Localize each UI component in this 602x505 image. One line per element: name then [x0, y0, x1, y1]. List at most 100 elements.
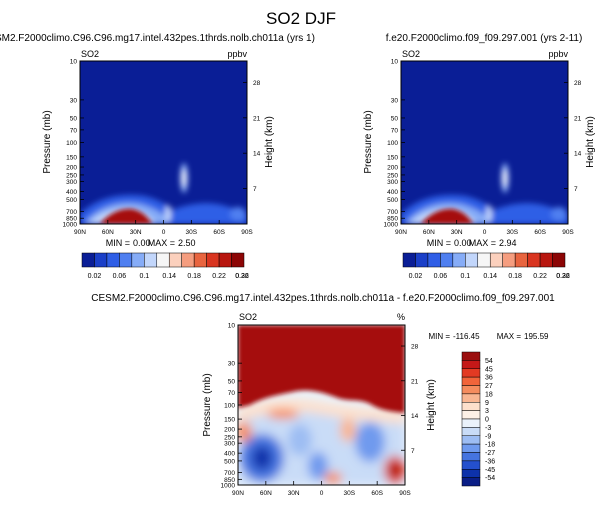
y-tick-label: 200: [66, 165, 77, 172]
panel-1-colorbar: 0.02 0.06 0.1 0.14 0.18 0.22 0.260.32: [81, 252, 249, 280]
y-tick-label: 70: [70, 127, 78, 134]
panel-1-maximum-region: [100, 208, 152, 224]
y-tick-label: 50: [70, 115, 78, 122]
panel-2-variable: SO2: [402, 49, 420, 59]
y-tick-label: 100: [387, 140, 398, 147]
panel-3-field: [238, 325, 405, 485]
x-tick-label: 90N: [395, 229, 407, 236]
panel-2-colorbar: 0.02 0.06 0.1 0.14 0.18 0.22 0.260.32: [402, 252, 570, 280]
panel-model-1: CESM2.F2000climo.C96.C96.mg17.intel.432p…: [0, 33, 315, 280]
y-tick-label: 150: [387, 154, 398, 161]
panel-1-background: [80, 61, 247, 224]
colorbar-swatch: [502, 252, 516, 268]
x-tick-label: 90S: [241, 229, 253, 236]
colorbar-swatch: [168, 252, 182, 268]
colorbar-swatch: [461, 443, 481, 453]
height-tick-label: 14: [574, 151, 582, 158]
colorbar-swatch: [427, 252, 441, 268]
figure-title: SO2 DJF: [266, 9, 336, 28]
x-tick-label: 90N: [74, 229, 86, 236]
height-tick-label: 7: [253, 186, 257, 193]
y-tick-label: 300: [66, 179, 77, 186]
colorbar-swatch: [81, 252, 95, 268]
colorbar-label: 0.02: [409, 273, 423, 280]
x-tick-label: 0: [483, 229, 487, 236]
x-tick-label: 0: [162, 229, 166, 236]
height-tick-label: 28: [411, 344, 419, 351]
panel-3-units: %: [397, 312, 405, 322]
y-tick-label: 50: [228, 378, 236, 385]
y-tick-label: 500: [66, 197, 77, 204]
colorbar-label: 0.18: [508, 273, 522, 280]
y-tick-label: 100: [224, 403, 235, 410]
panel-2-min-value: 0.00: [454, 238, 472, 248]
panel-2-axes: 1030507010015020025030040050070085010009…: [384, 59, 582, 237]
y-tick-label: 400: [387, 189, 398, 196]
colorbar-label: -36: [485, 458, 495, 465]
y-tick-label: 50: [391, 115, 399, 122]
colorbar-swatch: [527, 252, 541, 268]
colorbar-label: 54: [485, 358, 493, 365]
colorbar-label: 0.06: [434, 273, 448, 280]
colorbar-swatch: [461, 435, 481, 445]
y-tick-label: 250: [66, 172, 77, 179]
x-tick-label: 30S: [507, 229, 519, 236]
x-tick-label: 30N: [288, 490, 300, 497]
colorbar-label: 0.18: [187, 273, 201, 280]
colorbar-swatch: [465, 252, 479, 268]
x-tick-label: 60N: [423, 229, 435, 236]
panel-3-min-value: -116.45: [453, 332, 480, 341]
y-tick-label: 700: [66, 209, 77, 216]
colorbar-swatch: [94, 252, 108, 268]
panel-1-field: [80, 61, 247, 224]
colorbar-label: -9: [485, 433, 491, 440]
colorbar-label: 0.1: [139, 273, 149, 280]
colorbar-swatch: [119, 252, 133, 268]
panel-3-variable: SO2: [239, 312, 257, 322]
colorbar-swatch: [552, 252, 566, 268]
y-tick-label: 150: [66, 154, 77, 161]
colorbar-swatch: [131, 252, 145, 268]
colorbar-swatch: [156, 252, 170, 268]
colorbar-swatch: [461, 452, 481, 462]
y-tick-label: 850: [66, 216, 77, 223]
y-tick-label: 300: [224, 441, 235, 448]
colorbar-label: 18: [485, 391, 493, 398]
panel-3-lower-pattern: [238, 399, 405, 485]
colorbar-label: -27: [485, 450, 495, 457]
y-tick-label: 850: [224, 477, 235, 484]
colorbar-swatch: [415, 252, 429, 268]
colorbar-swatch: [514, 252, 528, 268]
x-tick-label: 30N: [451, 229, 463, 236]
height-tick-label: 28: [253, 80, 261, 87]
colorbar-label: 0.32: [235, 273, 249, 280]
panel-2-ylabel-right: Height (km): [585, 116, 596, 168]
colorbar-label: 9: [485, 400, 489, 407]
height-tick-label: 21: [253, 115, 261, 122]
y-tick-label: 250: [224, 434, 235, 441]
colorbar-swatch: [440, 252, 454, 268]
panel-1-max-label: MAX =: [148, 238, 175, 248]
colorbar-label: -18: [485, 442, 495, 449]
panel-2-maximum-region: [421, 208, 473, 224]
colorbar-label: 0.26: [235, 273, 249, 280]
colorbar-swatch: [231, 252, 245, 268]
colorbar-label: 0.14: [162, 273, 176, 280]
y-tick-label: 200: [224, 427, 235, 434]
colorbar-swatch: [181, 252, 195, 268]
colorbar-swatch: [206, 252, 220, 268]
y-tick-label: 1000: [384, 222, 399, 229]
panel-3-upper-maximum: [238, 325, 405, 413]
colorbar-label: -45: [485, 467, 495, 474]
colorbar-swatch: [461, 376, 481, 386]
y-tick-label: 1000: [63, 222, 78, 229]
height-tick-label: 28: [574, 80, 582, 87]
colorbar-label: 45: [485, 366, 493, 373]
colorbar-swatch: [489, 252, 503, 268]
y-tick-label: 100: [66, 140, 77, 147]
panel-3-title: CESM2.F2000climo.C96.C96.mg17.intel.432p…: [91, 293, 555, 304]
colorbar-swatch: [461, 393, 481, 403]
x-tick-label: 0: [320, 490, 324, 497]
x-tick-label: 90S: [399, 490, 411, 497]
